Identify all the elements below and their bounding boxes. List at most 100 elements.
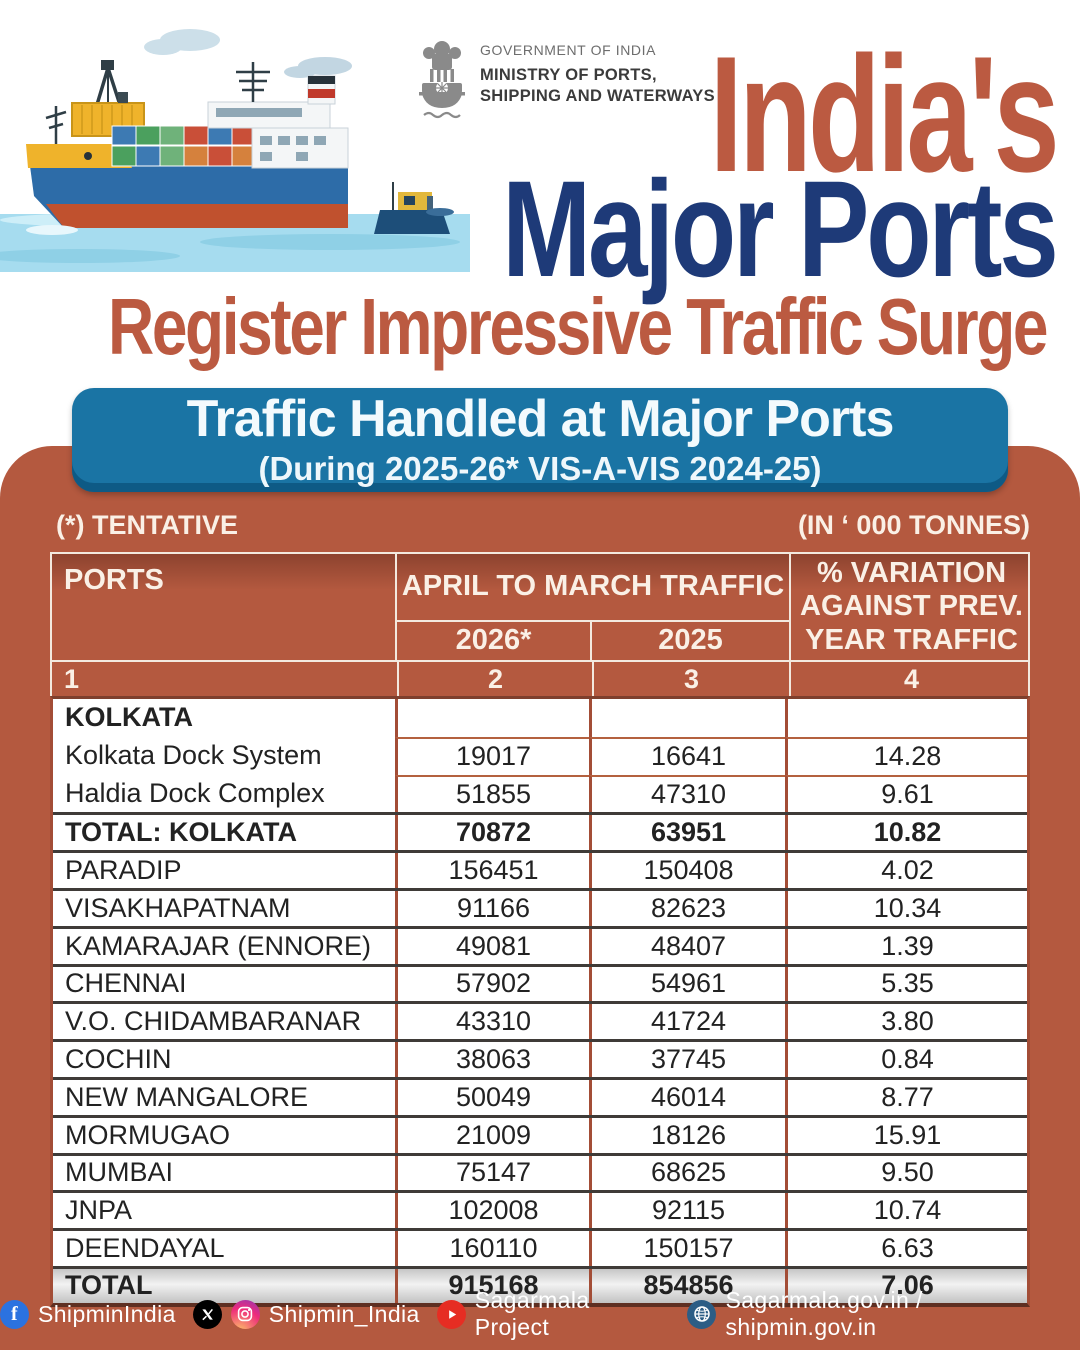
traffic-2026-cell: 21009 <box>395 1117 589 1153</box>
traffic-2026-cell: 160110 <box>395 1231 589 1266</box>
column-number: 3 <box>592 662 789 696</box>
traffic-2026-cell: 156451 <box>395 853 589 888</box>
table-row: KOLKATA <box>53 699 1027 737</box>
port-name-cell: PARADIP <box>65 855 182 886</box>
footer-social-strip: f ShipminIndia Shipmin_India Sagarmala P… <box>0 1287 1080 1341</box>
youtube-handle[interactable]: Sagarmala Project <box>436 1287 671 1341</box>
variation-cell: 8.77 <box>785 1079 1027 1115</box>
table-row: Kolkata Dock System 19017 16641 14.28 <box>53 736 1027 775</box>
variation-cell: 10.34 <box>785 890 1027 926</box>
mast <box>236 62 270 102</box>
section-banner: Traffic Handled at Major Ports (During 2… <box>72 388 1008 492</box>
table-header: PORTS APRIL TO MARCH TRAFFIC % VARIATION… <box>50 552 1030 660</box>
title-indias: India's <box>709 22 1060 206</box>
port-name-cell: DEENDAYAL <box>65 1233 225 1264</box>
port-name-cell: COCHIN <box>65 1044 172 1075</box>
traffic-2026-cell: 43310 <box>395 1004 589 1040</box>
containers <box>111 125 257 167</box>
port-name-cell: TOTAL <box>65 1270 153 1301</box>
traffic-2025-cell: 150408 <box>589 853 785 888</box>
crane-icon <box>71 60 145 137</box>
traffic-2025-cell: 63951 <box>589 815 785 851</box>
variation-cell: 3.80 <box>785 1004 1027 1040</box>
traffic-2025-cell: 54961 <box>589 966 785 1002</box>
port-name-cell: V.O. CHIDAMBARANAR <box>65 1006 362 1037</box>
variation-cell: 4.02 <box>785 853 1027 888</box>
table-row: TOTAL 915168 854856 7.06 <box>53 1265 1027 1303</box>
traffic-2025-cell <box>589 699 785 737</box>
port-name-cell: JNPA <box>65 1195 133 1226</box>
twitter-instagram-handle[interactable]: Shipmin_India <box>192 1299 420 1329</box>
column-number: 2 <box>397 662 592 696</box>
title-tagline: Register Impressive Traffic Surge <box>108 282 1049 371</box>
traffic-2025-cell: 46014 <box>589 1079 785 1115</box>
title-major-ports: Major Ports <box>502 153 1059 306</box>
variation-cell: 10.74 <box>785 1193 1027 1229</box>
traffic-2025-cell: 41724 <box>589 1004 785 1040</box>
table-row: CHENNAI 57902 54961 5.35 <box>53 963 1027 1002</box>
traffic-2026-cell: 70872 <box>395 815 589 851</box>
variation-cell: 1.39 <box>785 928 1027 964</box>
port-name-cell: KAMARAJAR (ENNORE) <box>65 930 372 961</box>
traffic-2025-cell: 48407 <box>589 928 785 964</box>
traffic-2026-cell: 38063 <box>395 1042 589 1077</box>
column-number: 1 <box>64 663 80 694</box>
traffic-2025-cell: 37745 <box>589 1042 785 1077</box>
table-body: KOLKATA Kolkata Dock System 19017 16641 14.2… <box>50 696 1030 1307</box>
traffic-2025-cell: 16641 <box>589 736 785 775</box>
header-traffic-group: APRIL TO MARCH TRAFFIC <box>397 554 789 622</box>
x-twitter-icon <box>192 1299 222 1329</box>
traffic-2026-cell: 102008 <box>395 1193 589 1229</box>
header-year-2025: 2025 <box>658 624 723 657</box>
port-name-cell: MUMBAI <box>65 1157 173 1188</box>
traffic-2026-cell: 50049 <box>395 1079 589 1115</box>
website-links[interactable]: Sagarmala.gov.in / shipmin.gov.in <box>687 1287 1080 1341</box>
table-row: V.O. CHIDAMBARANAR 43310 41724 3.80 <box>53 1001 1027 1040</box>
variation-cell <box>785 699 1027 737</box>
table-row: NEW MANGALORE 50049 46014 8.77 <box>53 1076 1027 1115</box>
port-name-cell: VISAKHAPATNAM <box>65 892 291 923</box>
column-number: 4 <box>789 662 1032 696</box>
traffic-table: PORTS APRIL TO MARCH TRAFFIC % VARIATION… <box>50 552 1030 1307</box>
traffic-2025-cell: 47310 <box>589 774 785 813</box>
masthead: GOVERNMENT OF INDIA MINISTRY OF PORTS, S… <box>416 36 730 122</box>
port-name-cell: Kolkata Dock System <box>65 740 322 771</box>
traffic-2025-cell: 18126 <box>589 1117 785 1153</box>
facebook-icon: f <box>0 1299 29 1329</box>
traffic-2026-cell: 19017 <box>395 736 589 775</box>
table-row: Haldia Dock Complex 51855 47310 9.61 <box>53 774 1027 813</box>
banner-subheading: (During 2025-26* VIS-A-VIS 2024-25) <box>258 450 822 488</box>
website-label: Sagarmala.gov.in / shipmin.gov.in <box>725 1287 923 1340</box>
funnel <box>307 75 336 105</box>
traffic-2026-cell <box>395 699 589 737</box>
youtube-icon <box>436 1299 466 1329</box>
ministry-label: MINISTRY OF PORTS, SHIPPING AND WATERWAY… <box>480 66 715 105</box>
table-row: COCHIN 38063 37745 0.84 <box>53 1039 1027 1077</box>
youtube-label: Sagarmala Project <box>474 1287 590 1340</box>
table-row: MUMBAI 75147 68625 9.50 <box>53 1152 1027 1191</box>
traffic-2025-cell: 150157 <box>589 1231 785 1266</box>
twitter-instagram-label: Shipmin_India <box>268 1300 420 1327</box>
traffic-2025-cell: 854856 <box>589 1268 785 1303</box>
traffic-2025-cell: 92115 <box>589 1193 785 1229</box>
table-row: DEENDAYAL 160110 150157 6.63 <box>53 1228 1027 1266</box>
header-variation: % VARIATION AGAINST PREV. YEAR TRAFFIC <box>789 554 1032 660</box>
port-name-cell: Haldia Dock Complex <box>65 777 325 808</box>
traffic-2025-cell: 82623 <box>589 890 785 926</box>
traffic-2025-cell: 68625 <box>589 1155 785 1191</box>
tugboat-icon <box>374 182 454 234</box>
ship-illustration <box>0 6 470 272</box>
variation-cell: 5.35 <box>785 966 1027 1002</box>
cargo-ship-graphic <box>0 29 470 272</box>
table-row: KAMARAJAR (ENNORE) 49081 48407 1.39 <box>53 925 1027 964</box>
globe-icon <box>687 1299 717 1329</box>
instagram-icon <box>230 1299 260 1329</box>
facebook-handle[interactable]: f ShipminIndia <box>0 1299 176 1329</box>
table-row: VISAKHAPATNAM 91166 82623 10.34 <box>53 887 1027 926</box>
table-row: JNPA 102008 92115 10.74 <box>53 1190 1027 1229</box>
cloud-icon <box>144 29 352 78</box>
traffic-2026-cell: 51855 <box>395 774 589 813</box>
port-name-cell: KOLKATA <box>65 702 193 733</box>
traffic-2026-cell: 57902 <box>395 966 589 1002</box>
bow-mast <box>45 106 67 144</box>
